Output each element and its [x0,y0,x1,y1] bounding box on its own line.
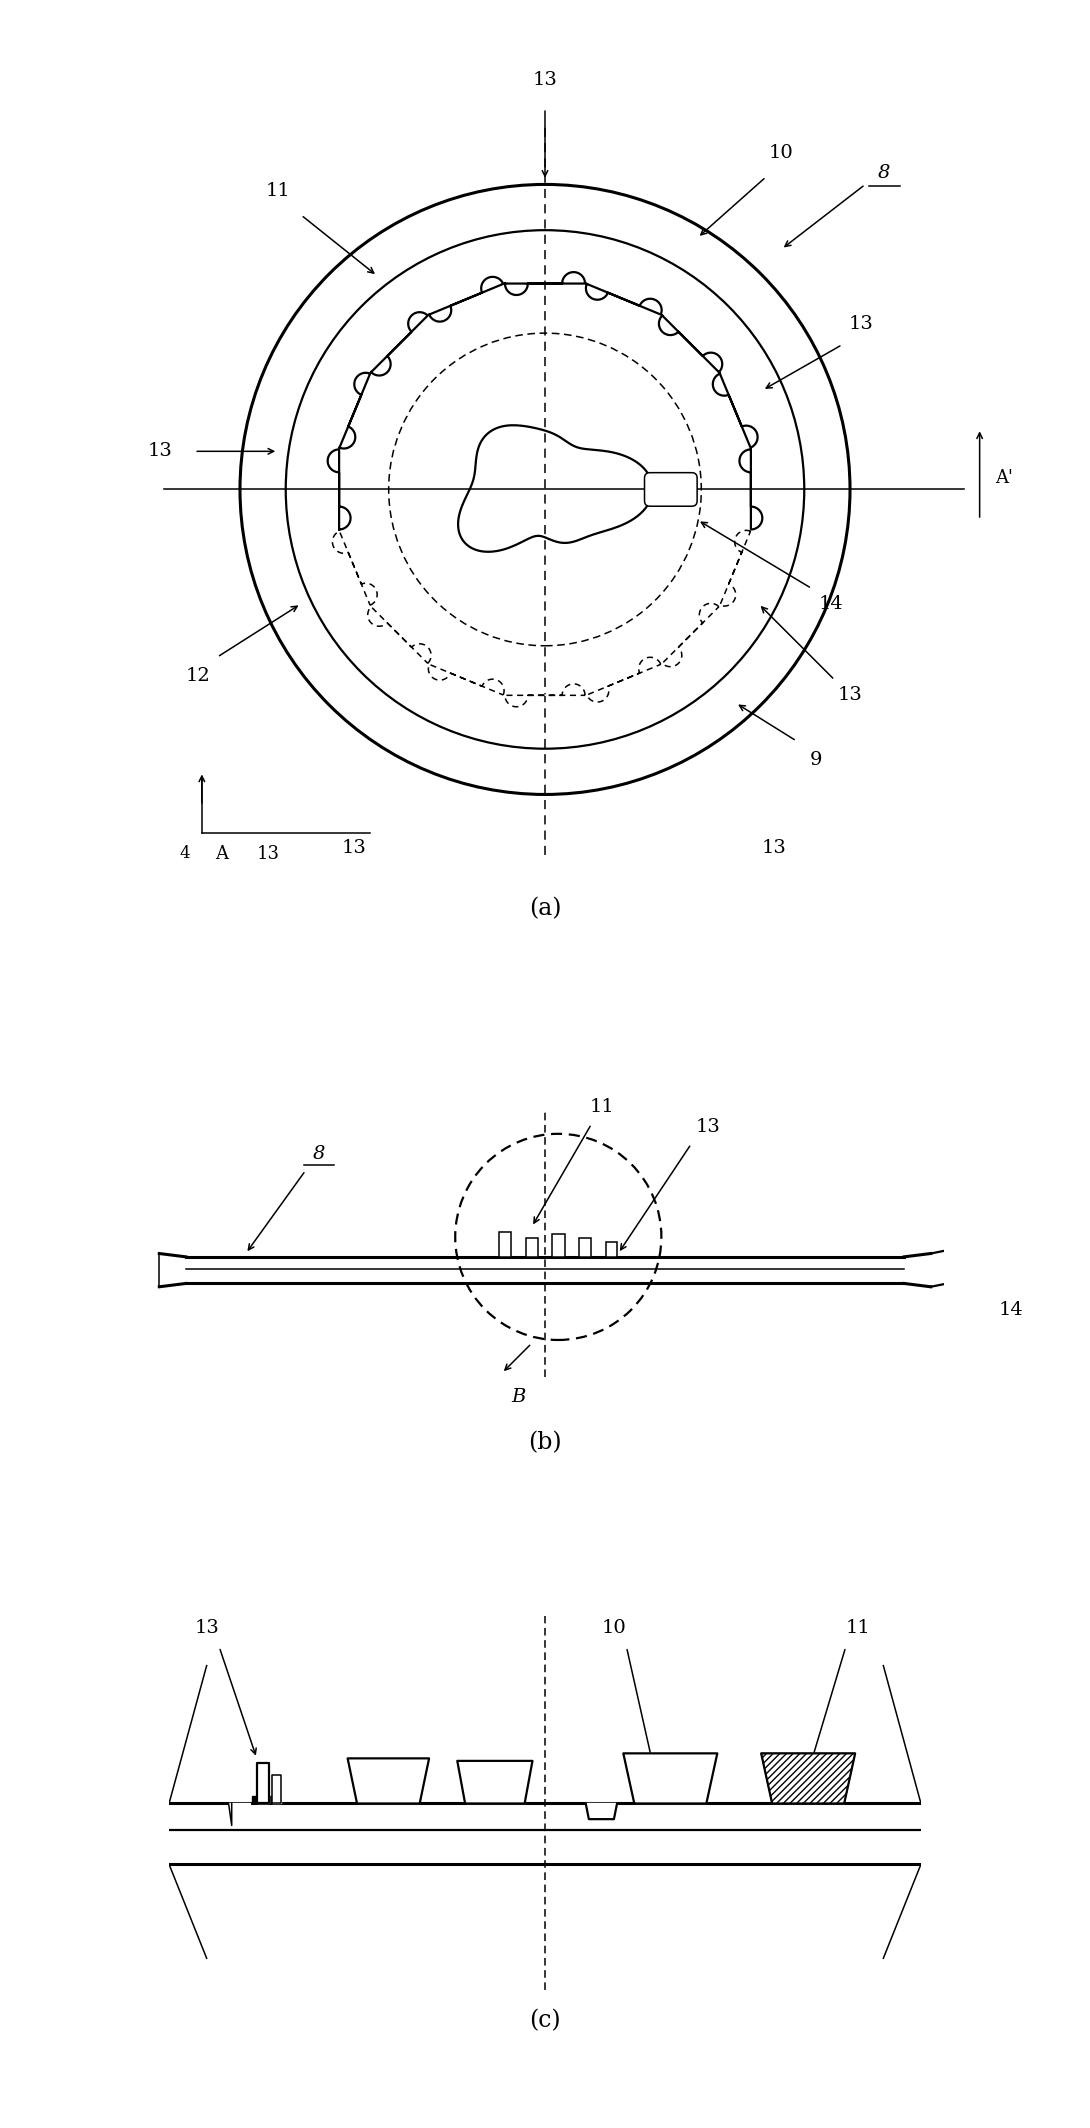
Text: 9: 9 [810,751,822,768]
Text: (b): (b) [529,1432,561,1456]
Text: 11: 11 [846,1619,871,1636]
Polygon shape [371,313,427,375]
Polygon shape [585,1805,617,1819]
Text: 14: 14 [819,596,844,613]
FancyBboxPatch shape [644,472,698,506]
Polygon shape [257,1762,269,1805]
Text: 13: 13 [194,1619,219,1636]
Polygon shape [272,1775,280,1805]
Text: (c): (c) [529,2009,561,2032]
Polygon shape [761,1753,856,1805]
Text: 13: 13 [533,70,557,89]
Text: 10: 10 [602,1619,627,1636]
Text: A: A [216,845,229,864]
Text: 13: 13 [257,845,280,864]
Polygon shape [428,664,504,696]
Polygon shape [252,1796,274,1805]
Polygon shape [429,277,504,321]
Polygon shape [348,1758,429,1805]
Bar [579,1238,591,1258]
Text: 14: 14 [998,1300,1022,1319]
Text: A': A' [995,468,1013,487]
Bar [552,1234,565,1258]
Text: 13: 13 [837,687,862,704]
Polygon shape [713,375,758,447]
Text: 11: 11 [590,1098,614,1117]
Text: 13: 13 [147,443,172,460]
Polygon shape [663,604,719,666]
Polygon shape [367,606,431,664]
Text: 4: 4 [180,845,191,862]
Polygon shape [339,372,371,449]
Bar [606,1243,617,1258]
Polygon shape [458,1760,533,1805]
Text: 8: 8 [879,164,891,183]
Polygon shape [229,1805,251,1826]
Text: 12: 12 [185,668,210,685]
Bar [499,1232,511,1258]
Polygon shape [328,449,351,530]
Polygon shape [739,449,762,530]
Text: 11: 11 [266,181,291,200]
Text: (a): (a) [529,898,561,919]
Text: 13: 13 [695,1117,720,1136]
Polygon shape [623,1753,717,1805]
Polygon shape [505,272,585,296]
Polygon shape [505,683,585,706]
Text: B: B [511,1387,525,1404]
Text: 13: 13 [761,838,786,858]
Text: 13: 13 [849,315,874,334]
Polygon shape [332,532,377,604]
Polygon shape [719,530,751,606]
Polygon shape [586,658,661,702]
Bar [525,1238,537,1258]
Text: 8: 8 [313,1145,325,1162]
Polygon shape [659,315,723,372]
Text: 10: 10 [770,143,794,162]
Text: 13: 13 [342,838,367,858]
Polygon shape [586,283,662,315]
